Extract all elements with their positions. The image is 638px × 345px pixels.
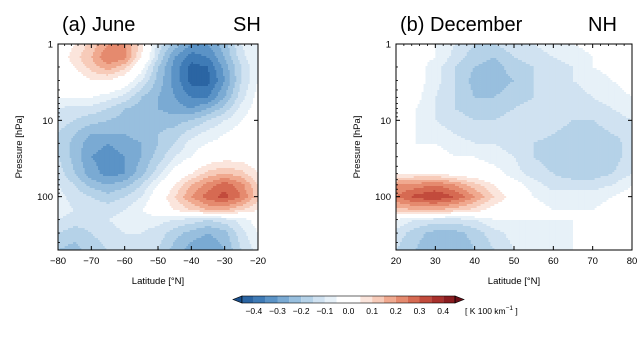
heatmap-field-june [58, 44, 258, 250]
